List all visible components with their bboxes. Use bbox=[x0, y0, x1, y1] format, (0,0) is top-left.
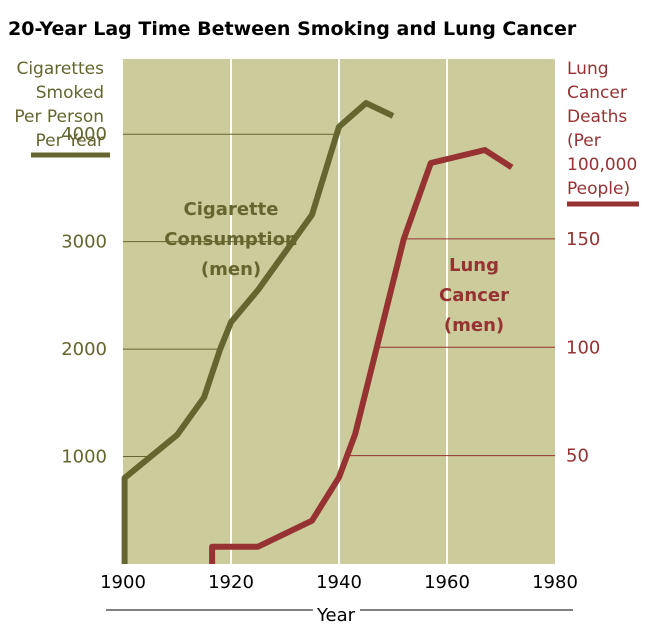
right-tick-label-150: 150 bbox=[566, 229, 600, 250]
x-tick-label-1940: 1940 bbox=[316, 572, 362, 593]
x-axis-title: Year bbox=[316, 605, 356, 626]
left-tick-label-4000: 4000 bbox=[61, 124, 107, 145]
series-lines bbox=[121, 100, 514, 564]
cigarette-series-label-line1: Cigarette bbox=[184, 199, 279, 220]
chart-title: 20-Year Lag Time Between Smoking and Lun… bbox=[8, 18, 577, 40]
left-axis-title: Cigarettes Smoked Per Person Per Year bbox=[14, 59, 104, 151]
left-axis-title-line2: Smoked bbox=[36, 83, 104, 103]
x-tick-label-1960: 1960 bbox=[424, 572, 470, 593]
cancer-series-label-line3: (men) bbox=[444, 315, 504, 336]
x-tick-label-1900: 1900 bbox=[100, 572, 146, 593]
right-axis-ticks: 50 100 150 bbox=[566, 229, 600, 467]
left-tick-label-3000: 3000 bbox=[61, 232, 107, 253]
cigarette-consumption-line bbox=[121, 100, 395, 564]
series-inline-labels: Cigarette Consumption (men) Lung Cancer … bbox=[164, 199, 509, 336]
right-axis-title-line1: Lung bbox=[567, 59, 609, 79]
left-axis-ticks: 1000 2000 3000 4000 bbox=[61, 124, 107, 467]
right-tick-label-100: 100 bbox=[566, 337, 600, 358]
lung-cancer-line bbox=[209, 147, 514, 564]
cancer-series-label-line2: Cancer bbox=[439, 285, 509, 306]
left-tick-label-1000: 1000 bbox=[61, 447, 107, 468]
x-tick-label-1920: 1920 bbox=[208, 572, 254, 593]
right-axis-title-line6: People) bbox=[567, 179, 630, 199]
cancer-series-label-line1: Lung bbox=[449, 255, 499, 276]
right-axis-title-line2: Cancer bbox=[567, 83, 627, 103]
left-tick-label-2000: 2000 bbox=[61, 339, 107, 360]
reference-lines bbox=[123, 133, 555, 458]
left-axis-title-line1: Cigarettes bbox=[16, 59, 104, 79]
right-axis-title-line3: Deaths bbox=[567, 107, 627, 127]
right-axis-title: Lung Cancer Deaths (Per 100,000 People) bbox=[567, 59, 637, 199]
left-axis-title-line4: Per Year bbox=[36, 131, 105, 151]
x-axis-ticks: 1900 1920 1940 1960 1980 bbox=[100, 572, 578, 593]
cigarette-series-label-line2: Consumption bbox=[164, 229, 298, 250]
right-axis-title-line5: 100,000 bbox=[567, 155, 637, 175]
cigarette-series-label-line3: (men) bbox=[201, 259, 261, 280]
right-tick-label-50: 50 bbox=[566, 446, 589, 467]
left-axis-title-line3: Per Person bbox=[14, 107, 104, 127]
x-tick-label-1980: 1980 bbox=[532, 572, 578, 593]
right-axis-title-line4: (Per bbox=[567, 131, 601, 151]
